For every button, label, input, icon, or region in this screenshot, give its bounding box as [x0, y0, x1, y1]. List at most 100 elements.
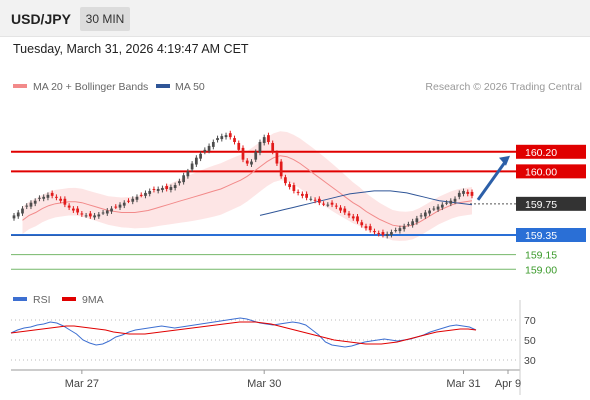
level-label-159.35: 159.35 [525, 230, 557, 242]
candle [165, 183, 169, 192]
level-tag-159.35 [516, 228, 586, 242]
candle-body [220, 136, 224, 140]
x-tick-label: Mar 30 [247, 378, 281, 390]
candle-body [169, 187, 173, 190]
candle-body [258, 142, 262, 153]
candle-body [356, 216, 359, 222]
candle-body [411, 221, 414, 226]
candle-body [110, 208, 113, 212]
candle [284, 174, 287, 186]
candle-body [67, 205, 71, 208]
candle-body [118, 204, 122, 208]
candle-body [33, 200, 37, 204]
rsi-tick-70: 70 [524, 315, 536, 327]
candle-body [385, 234, 389, 236]
candle [377, 230, 381, 237]
candle-body [445, 202, 448, 204]
candle-body [25, 205, 29, 207]
candle-body [63, 198, 67, 205]
rsi-line [10, 317, 477, 348]
candle [466, 189, 470, 197]
candle [144, 190, 147, 199]
candle [169, 184, 173, 193]
candle [262, 134, 266, 146]
candle [105, 208, 109, 216]
candle [114, 204, 118, 210]
candle [343, 206, 347, 215]
chart-datetime: Tuesday, March 31, 2026 4:19:47 AM CET [13, 42, 249, 56]
candle [373, 228, 376, 235]
candle [50, 190, 54, 199]
candle [122, 200, 126, 209]
candle-body [88, 213, 92, 217]
candle-body [360, 222, 364, 226]
candle [381, 229, 385, 238]
candle [127, 198, 130, 204]
timeframe-button[interactable]: 30 MIN [80, 7, 130, 31]
candle-body [432, 208, 436, 210]
candle [178, 178, 181, 186]
candle [428, 208, 431, 216]
candle [33, 198, 37, 207]
candle-body [398, 228, 402, 232]
candle [211, 139, 215, 150]
candle-body [199, 153, 202, 159]
candle-body [203, 149, 207, 152]
candle-body [279, 161, 283, 177]
candle-body [449, 200, 453, 204]
candle [84, 212, 88, 218]
legend-rsi-ma: 9MA [82, 294, 104, 306]
candle-body [271, 142, 275, 152]
candle-body [233, 138, 236, 142]
candle-body [402, 226, 406, 230]
candle [148, 188, 152, 197]
candle [250, 159, 253, 167]
candle [16, 210, 20, 219]
candle-body [250, 161, 253, 165]
candle [330, 200, 334, 208]
candle-body [373, 231, 376, 233]
legend-ma50: MA 50 [175, 81, 205, 93]
candle-body [211, 142, 215, 147]
candle-body [84, 215, 88, 217]
candle [207, 143, 211, 154]
candle [423, 210, 427, 219]
candle-body [292, 185, 296, 191]
candle [25, 203, 29, 210]
candle-body [462, 190, 465, 194]
candle-body [29, 202, 33, 207]
candle [301, 191, 304, 199]
candle-body [105, 210, 109, 214]
candle [42, 194, 46, 202]
candle-body [275, 152, 279, 164]
candle [216, 135, 219, 143]
copyright: Research © 2026 Trading Central [425, 81, 582, 93]
candle [398, 225, 402, 234]
candle-body [347, 213, 351, 216]
candle [203, 147, 207, 155]
candle [12, 212, 16, 221]
candle-body [186, 171, 190, 177]
level-tag-160.00 [516, 164, 586, 179]
candle [93, 212, 96, 220]
candle-body [381, 232, 385, 235]
candle-body [440, 204, 444, 208]
candle [173, 182, 177, 191]
candle-body [38, 197, 41, 199]
candle [419, 212, 423, 219]
candle-body [377, 233, 381, 235]
level-label-159.75: 159.75 [525, 199, 557, 211]
candle [279, 159, 283, 179]
candle [194, 155, 198, 167]
candle-body [330, 202, 334, 205]
candle-body [322, 203, 325, 205]
candle [63, 196, 67, 208]
candle [156, 186, 160, 194]
candle [326, 202, 330, 208]
rsi-ma-line [10, 321, 477, 345]
candle-body [207, 145, 211, 151]
candle-body [296, 191, 300, 193]
candle-body [301, 193, 304, 196]
candle-body [80, 213, 84, 215]
